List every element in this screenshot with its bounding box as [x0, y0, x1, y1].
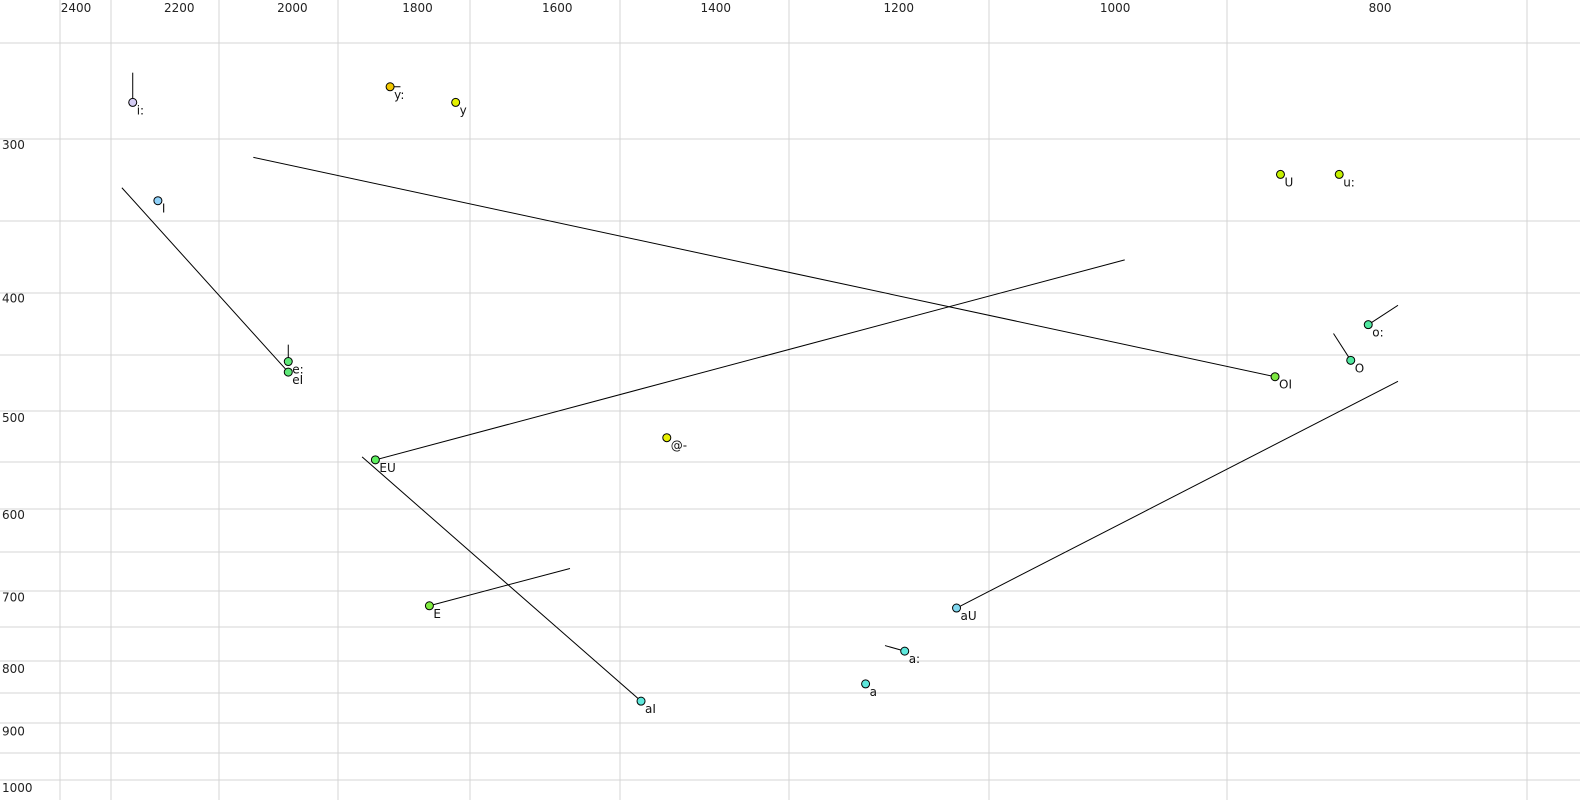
- vowel-point: [424, 601, 434, 611]
- vowel-label: eI: [292, 373, 303, 387]
- vowel-label: I: [162, 202, 166, 216]
- x-tick-label: 1800: [402, 1, 433, 15]
- trajectories: [121, 72, 1399, 702]
- y-tick-label: 900: [2, 725, 25, 739]
- vowel-point: [636, 696, 646, 706]
- vowel-label: u:: [1343, 175, 1355, 189]
- vowel-point: [1363, 320, 1373, 330]
- trajectory-line: [1333, 333, 1352, 361]
- vowel-point: [370, 455, 380, 465]
- vowel-label: E: [433, 607, 441, 621]
- x-tick-label: 2400: [61, 1, 92, 15]
- vowel-label: O: [1355, 361, 1364, 375]
- vowel-point: [1334, 169, 1344, 179]
- vowel-point: [128, 97, 138, 107]
- vowel-label: a:: [909, 652, 920, 666]
- x-tick-label: 1600: [542, 1, 573, 15]
- vowel-point: [1275, 169, 1285, 179]
- vowel-label: U: [1284, 175, 1293, 189]
- vowel-point: [1270, 372, 1280, 382]
- vowel-label: OI: [1279, 378, 1292, 392]
- trajectory-line: [956, 380, 1399, 609]
- trajectory-line: [429, 567, 571, 607]
- vowel-point: [662, 433, 672, 443]
- vowel-label: y:: [394, 88, 404, 102]
- vowel-point: [900, 646, 910, 656]
- vowel-label: o:: [1372, 326, 1383, 340]
- x-tick-label: 1400: [701, 1, 732, 15]
- trajectory-line: [121, 187, 289, 373]
- y-tick-label: 1000: [2, 781, 33, 795]
- y-tick-label: 600: [2, 508, 25, 522]
- trajectory-line: [375, 259, 1125, 461]
- trajectory-line: [361, 456, 642, 702]
- vowel-label: e:: [292, 363, 303, 377]
- vowel-label: aU: [961, 609, 977, 623]
- data-points: i: y: y Ie:eI EU @- EaI a a: aU OI Oo: U u:: [128, 82, 1384, 716]
- x-axis-ticks: 2400 2200 2000 1800 1600 1400 1200 1000 800: [61, 1, 1392, 15]
- vowel-label: EU: [379, 461, 395, 475]
- y-tick-label: 800: [2, 662, 25, 676]
- vowel-label: y: [460, 103, 467, 117]
- vowel-point: [1346, 355, 1356, 365]
- vowel-label: i:: [137, 103, 144, 117]
- y-tick-label: 500: [2, 411, 25, 425]
- x-tick-label: 2200: [164, 1, 195, 15]
- vowel-point: [451, 97, 461, 107]
- y-tick-label: 400: [2, 292, 25, 306]
- vowel-point: [952, 603, 962, 613]
- y-tick-label: 700: [2, 590, 25, 604]
- vowel-label: aI: [645, 702, 656, 716]
- vowel-label: @-: [671, 439, 687, 453]
- vowel-point: [283, 367, 293, 377]
- y-axis-ticks: 300 400 500 600 700 800 900 1000: [2, 138, 33, 795]
- trajectory-line: [1367, 304, 1399, 326]
- y-tick-label: 300: [2, 138, 25, 152]
- x-tick-label: 1200: [883, 1, 914, 15]
- trajectory-line: [253, 156, 1276, 378]
- vowel-point: [153, 196, 163, 206]
- vowel-label: a: [870, 685, 877, 699]
- vowel-point: [283, 357, 293, 367]
- x-tick-label: 2000: [277, 1, 308, 15]
- vowel-point: [861, 679, 871, 689]
- x-tick-label: 800: [1369, 1, 1392, 15]
- vowel-point: [385, 82, 395, 92]
- x-tick-label: 1000: [1100, 1, 1131, 15]
